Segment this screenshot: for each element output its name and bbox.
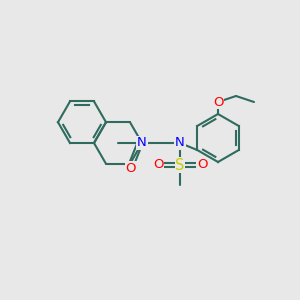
Text: N: N xyxy=(175,136,185,149)
Text: N: N xyxy=(137,136,147,149)
Text: O: O xyxy=(197,158,207,172)
Text: O: O xyxy=(213,95,223,109)
Text: O: O xyxy=(153,158,163,172)
Text: S: S xyxy=(175,158,185,172)
Text: O: O xyxy=(126,161,136,175)
